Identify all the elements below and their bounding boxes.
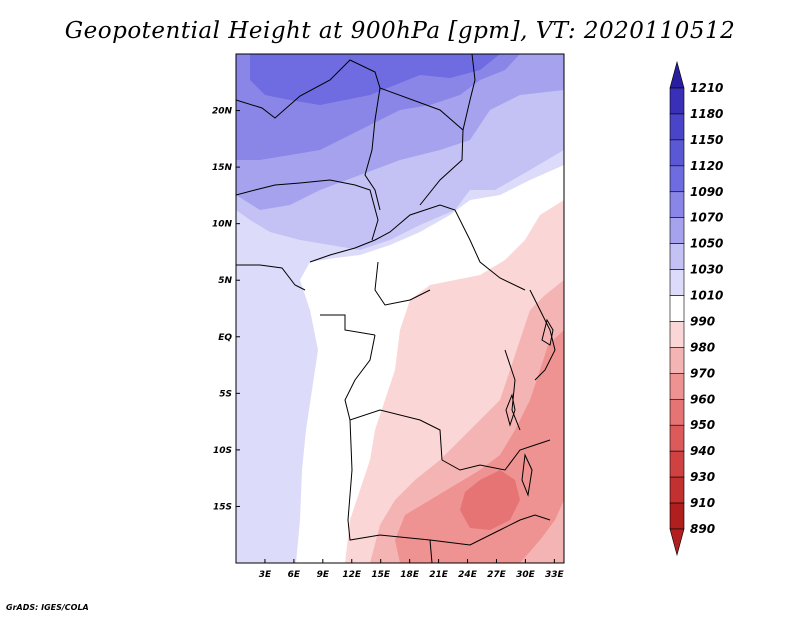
colorbar-swatch: [669, 113, 685, 141]
height-field-960: [395, 330, 564, 563]
colorbar-swatch: [669, 424, 685, 452]
colorbar-swatch: [669, 87, 685, 115]
colorbar-swatch: [669, 502, 685, 530]
colorbar-label: 1050: [690, 237, 723, 251]
y-tick-label: 15N: [212, 163, 233, 173]
y-axis: 20N 15N 10N 5N EQ 5S 10S 15S: [212, 107, 240, 512]
colorbar-label: 980: [690, 340, 715, 354]
colorbar-swatch: [669, 191, 685, 219]
x-tick-label: 33E: [545, 570, 565, 580]
x-tick-label: 24E: [458, 570, 478, 580]
colorbar-swatch: [669, 295, 685, 322]
x-axis: 3E 6E 9E 12E 15E 18E 21E 24E 27E 30E 33E: [259, 559, 565, 580]
colorbar-label: 1090: [690, 185, 723, 199]
x-tick-label: 21E: [429, 570, 449, 580]
lakes: [505, 318, 554, 497]
y-tick-label: 5S: [219, 389, 232, 399]
x-tick-label: 15E: [371, 570, 391, 580]
map-panel: [236, 54, 564, 563]
colorbar-label: 950: [690, 418, 715, 432]
grads-credit: GrADS: IGES/COLA: [6, 603, 89, 612]
colorbar-swatch: [669, 269, 685, 296]
colorbar-label: 940: [690, 444, 715, 458]
colorbar-label: 1120: [690, 159, 723, 173]
colorbar-label: 1210: [690, 81, 723, 95]
colorbar-swatch: [669, 60, 685, 89]
colorbar-swatch: [669, 476, 685, 504]
colorbar-swatch: [669, 450, 685, 478]
colorbar-swatch: [669, 347, 685, 374]
colorbar-label: 1010: [690, 289, 723, 303]
height-field-950: [460, 470, 520, 530]
map-border: [235, 53, 565, 564]
colorbar-swatch: [669, 373, 685, 400]
x-tick-label: 12E: [342, 570, 362, 580]
colorbar-swatch: [669, 217, 685, 244]
map-title: Geopotential Height at 900hPa [gpm], VT:…: [64, 18, 736, 44]
x-tick-label: 9E: [317, 570, 330, 580]
colorbar-label: 960: [690, 392, 715, 406]
country-borders: [236, 54, 556, 563]
y-tick-label: 20N: [212, 107, 233, 117]
colorbar-label: 910: [690, 496, 715, 510]
colorbar-swatch: [669, 243, 685, 270]
x-tick-label: 30E: [516, 570, 536, 580]
colorbar-label: 1030: [690, 263, 723, 277]
colorbar-swatch: [669, 321, 685, 348]
colorbar-label: 930: [690, 470, 715, 484]
y-tick-label: 15S: [213, 502, 232, 512]
colorbar-swatch: [669, 139, 685, 167]
colorbar-label: 990: [690, 314, 715, 328]
x-tick-label: 6E: [288, 570, 301, 580]
colorbar-swatch: [669, 398, 685, 426]
colorbar-swatch: [669, 165, 685, 193]
colorbar-label: 1150: [690, 133, 723, 147]
colorbar-label: 970: [690, 366, 715, 380]
colorbar-label: 1070: [690, 211, 723, 225]
y-tick-label: 10S: [213, 446, 232, 456]
colorbar-label: 1180: [690, 107, 723, 121]
y-tick-label: EQ: [218, 333, 232, 343]
colorbar: 1210 1180 1150 1120 1090 1070 1050 1030 1010 990 9…: [669, 60, 723, 557]
y-tick-label: 10N: [212, 220, 233, 230]
x-tick-label: 27E: [487, 570, 507, 580]
colorbar-swatch: [669, 528, 685, 557]
x-tick-label: 3E: [259, 570, 272, 580]
y-tick-label: 5N: [218, 276, 232, 286]
x-tick-label: 18E: [400, 570, 420, 580]
height-field-1120: [250, 54, 500, 105]
colorbar-label: 890: [690, 522, 715, 536]
